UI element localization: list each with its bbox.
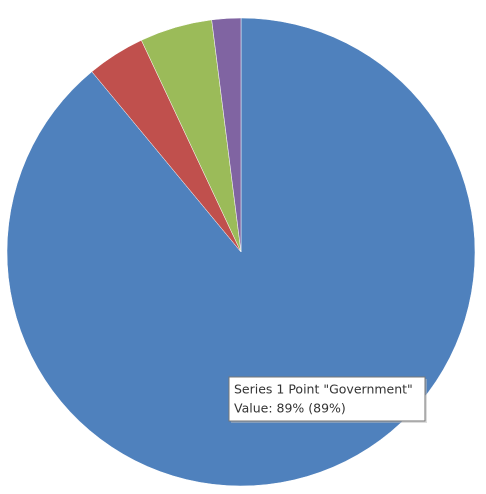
tooltip-box — [228, 376, 426, 422]
tooltip-title: Series 1 Point "Government" — [234, 382, 413, 397]
pie — [6, 17, 476, 487]
pie-slice — [211, 17, 242, 253]
tooltip-value: Value: 89% (89%) — [234, 401, 346, 416]
tooltip: Series 1 Point "Government" Value: 89% (… — [228, 376, 427, 423]
